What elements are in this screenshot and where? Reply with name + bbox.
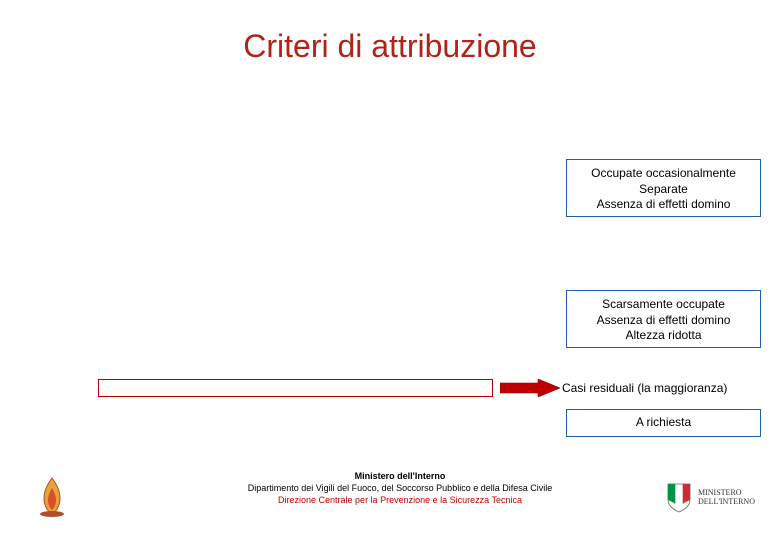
- footer: Ministero dell'Interno Dipartimento dei …: [0, 470, 780, 522]
- footer-line1: Ministero dell'Interno: [140, 470, 660, 482]
- residual-label: Casi residuali (la maggioranza): [562, 381, 727, 395]
- arrow-right-icon: [500, 379, 560, 397]
- criteria-box-1-line1: Occupate occasionalmente: [577, 166, 750, 182]
- criteria-box-3: A richiesta: [566, 409, 761, 437]
- criteria-box-2-line1: Scarsamente occupate: [577, 297, 750, 313]
- arrow-shape: [500, 379, 560, 397]
- criteria-box-2: Scarsamente occupate Assenza di effetti …: [566, 290, 761, 348]
- shield-icon: [666, 482, 692, 514]
- slide: Criteri di attribuzione Occupate occasio…: [0, 0, 780, 540]
- criteria-box-1-line2: Separate: [577, 182, 750, 198]
- criteria-box-1-line3: Assenza di effetti domino: [577, 197, 750, 213]
- criteria-box-1: Occupate occasionalmente Separate Assenz…: [566, 159, 761, 217]
- ministero-text: MINISTERO DELL'INTERNO: [698, 489, 755, 507]
- criteria-box-2-line3: Altezza ridotta: [577, 328, 750, 344]
- footer-line2: Dipartimento dei Vigili del Fuoco, del S…: [140, 482, 660, 494]
- red-empty-bar: [98, 379, 493, 397]
- footer-line3: Direzione Centrale per la Prevenzione e …: [140, 494, 660, 506]
- footer-text: Ministero dell'Interno Dipartimento dei …: [140, 470, 660, 506]
- slide-title: Criteri di attribuzione: [0, 28, 780, 65]
- vvf-logo-icon: [30, 474, 74, 518]
- criteria-box-2-line2: Assenza di effetti domino: [577, 313, 750, 329]
- ministero-text-2: DELL'INTERNO: [698, 498, 755, 507]
- ministero-logo: MINISTERO DELL'INTERNO: [666, 480, 756, 516]
- criteria-box-3-label: A richiesta: [636, 415, 691, 431]
